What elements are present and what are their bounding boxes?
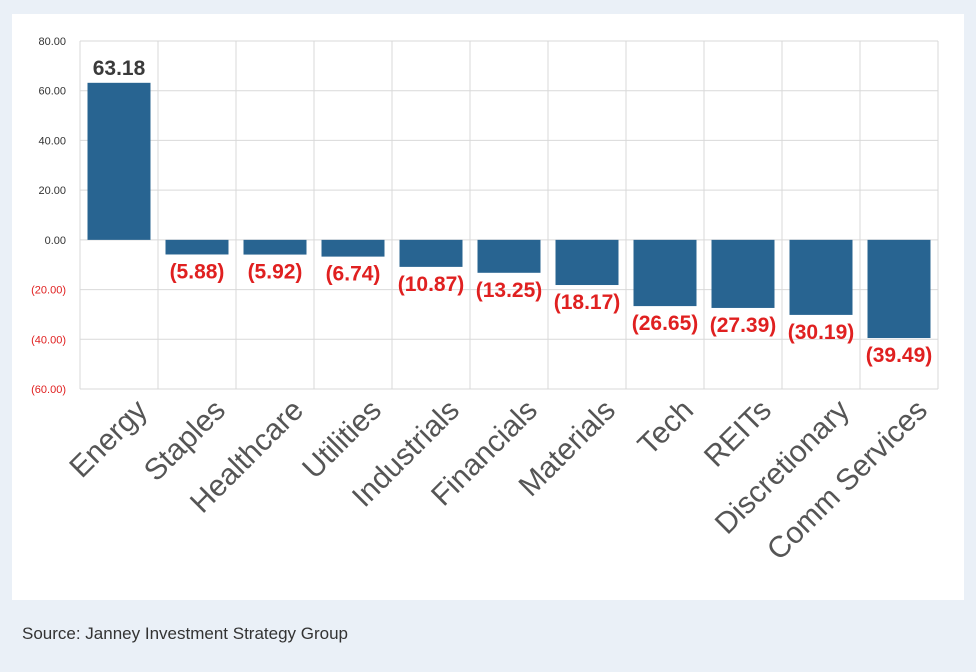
data-label: (39.49) bbox=[866, 344, 933, 367]
data-label: (6.74) bbox=[326, 263, 381, 286]
data-label: (18.17) bbox=[554, 291, 621, 314]
data-label: (26.65) bbox=[632, 312, 699, 335]
bar-materials bbox=[555, 239, 619, 286]
y-axis-tick-labels: 80.00 60.00 40.00 20.00 0.00 (20.00) (40.00) (6… bbox=[31, 36, 66, 396]
category-labels: EnergyStaplesHealthcareUtilitiesIndustri… bbox=[63, 394, 934, 567]
data-label: (5.88) bbox=[170, 260, 225, 283]
category-label: Discretionary bbox=[709, 394, 856, 541]
bar-reits bbox=[711, 239, 775, 308]
y-tick-label: (60.00) bbox=[31, 384, 66, 396]
bar-utilities bbox=[321, 239, 385, 257]
bar-energy bbox=[87, 82, 151, 240]
y-tick-label: 40.00 bbox=[38, 135, 66, 147]
category-label: Energy bbox=[63, 394, 154, 485]
y-tick-label: (40.00) bbox=[31, 334, 66, 346]
bar-healthcare bbox=[243, 239, 307, 255]
data-label: (27.39) bbox=[710, 314, 777, 337]
source-note: Source: Janney Investment Strategy Group bbox=[22, 624, 349, 643]
data-labels: 63.18 (5.88) (5.92) (6.74) (10.87) (13.25) (18… bbox=[93, 57, 933, 367]
bar-financials bbox=[477, 239, 541, 273]
bar-tech bbox=[633, 239, 697, 307]
bar-chart: 80.00 60.00 40.00 20.00 0.00 (20.00) (40.00) (6… bbox=[31, 36, 939, 567]
y-tick-label: 0.00 bbox=[45, 235, 66, 247]
y-tick-label: (20.00) bbox=[31, 285, 66, 297]
data-label: (10.87) bbox=[398, 273, 465, 296]
bar-discretionary bbox=[789, 239, 853, 315]
gridlines bbox=[79, 40, 939, 390]
y-tick-label: 20.00 bbox=[38, 185, 66, 197]
y-tick-label: 60.00 bbox=[38, 86, 66, 98]
data-label: (13.25) bbox=[476, 279, 543, 302]
bar-staples bbox=[165, 239, 229, 255]
bars bbox=[87, 82, 931, 339]
data-label: (30.19) bbox=[788, 321, 855, 344]
bar-comm-services bbox=[867, 239, 931, 339]
y-tick-label: 80.00 bbox=[38, 36, 66, 48]
bar-industrials bbox=[399, 239, 463, 267]
data-label: (5.92) bbox=[248, 261, 303, 284]
category-label: Tech bbox=[632, 394, 700, 462]
data-label: 63.18 bbox=[93, 57, 146, 80]
